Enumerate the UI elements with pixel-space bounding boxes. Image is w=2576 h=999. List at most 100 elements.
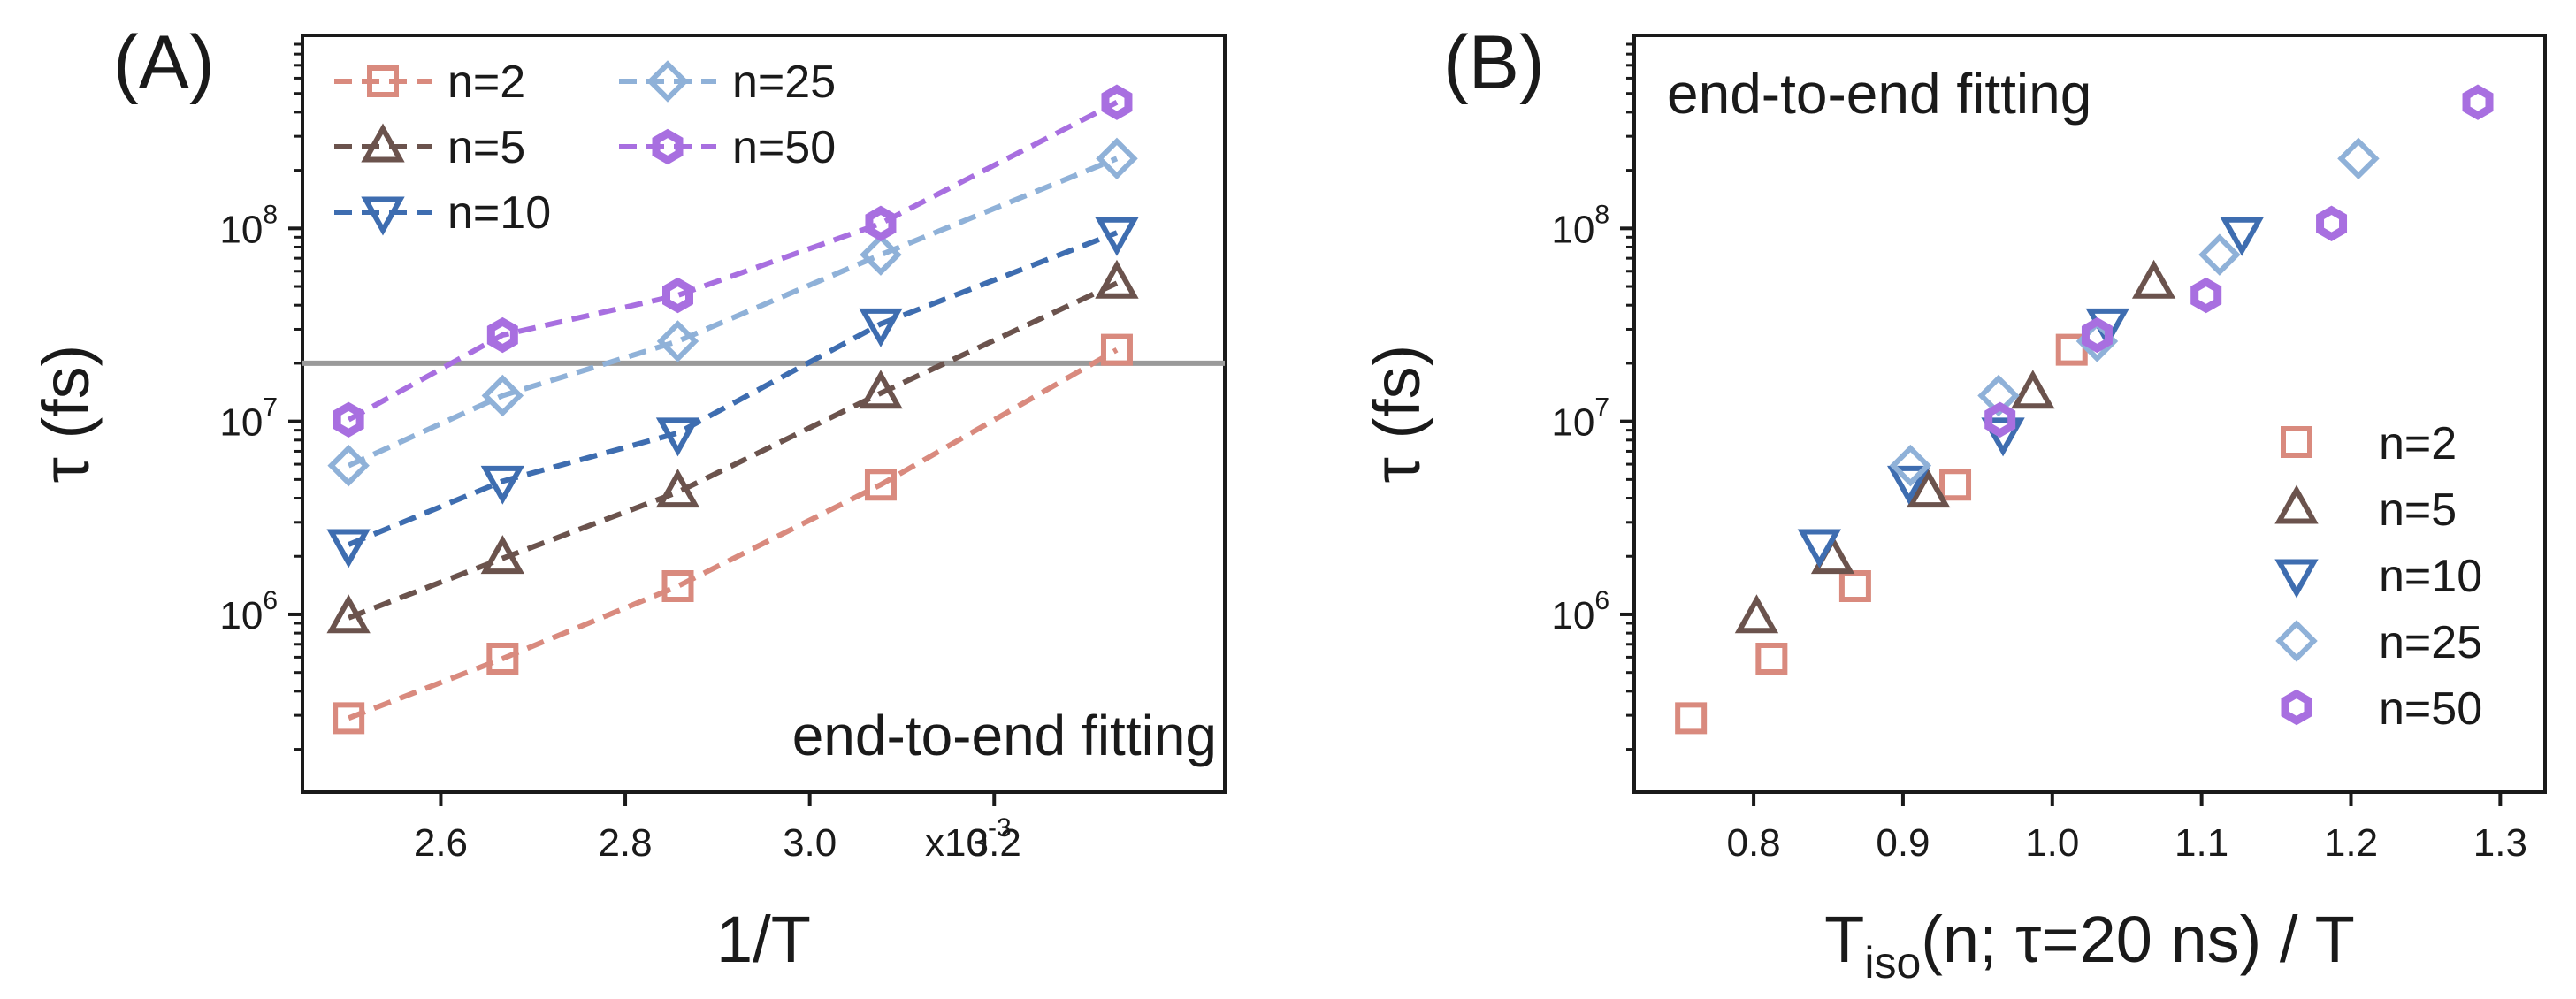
data-point (1675, 702, 1708, 735)
data-point (1984, 401, 2016, 438)
legend-marker (646, 60, 689, 103)
legend-label: n=25 (2379, 617, 2482, 668)
legend-item: n=2 (2281, 418, 2457, 469)
data-point (656, 320, 699, 362)
panel-label: (A) (113, 20, 215, 105)
data-point (2055, 333, 2088, 366)
x-tick-label: 1.2 (2324, 821, 2378, 865)
data-point (2011, 370, 2055, 409)
data-point (1095, 217, 1139, 256)
legend-label: n=2 (447, 57, 525, 108)
legend-label: n=2 (2379, 418, 2457, 469)
legend-label: n=5 (2379, 484, 2457, 536)
legend-item: n=2 (334, 57, 525, 108)
data-point (486, 316, 518, 354)
legend: n=2 n=5 n=10 n=25 n=50 (2274, 418, 2482, 735)
legend-marker (2274, 484, 2319, 524)
y-tick-label: 107 (1551, 393, 1609, 445)
data-point (1095, 259, 1139, 299)
x-tick-label: 1.3 (2473, 821, 2527, 865)
data-point (2081, 316, 2113, 354)
y-axis-label: τ (fs) (1360, 345, 1433, 484)
x-axis-label: 1/T (716, 903, 811, 976)
legend-item: n=50 (2281, 683, 2482, 735)
data-point (486, 642, 519, 675)
annotation-text: end-to-end fitting (1667, 62, 2091, 126)
annotation-text: end-to-end fitting (792, 704, 1217, 767)
legend-item: n=5 (2274, 484, 2457, 536)
x-tick-label: 0.8 (1726, 821, 1780, 865)
data-point (865, 205, 897, 241)
data-point (1977, 374, 2020, 417)
y-tick-exponent: 7 (1594, 393, 1609, 423)
data-point (2131, 259, 2176, 299)
data-point (655, 417, 700, 457)
data-point (1755, 642, 1788, 675)
legend-marker (2274, 559, 2319, 599)
y-axis-label: τ (fs) (29, 345, 103, 484)
x-tick-label: 1.0 (2025, 821, 2079, 865)
x-tick-label: 3.2 (967, 821, 1021, 865)
data-point (2316, 205, 2348, 241)
data-point (655, 469, 700, 508)
data-point (2462, 84, 2494, 120)
legend-item: n=10 (2274, 551, 2482, 602)
x-tick-label: 2.6 (414, 821, 468, 865)
legend-item: n=25 (619, 57, 836, 108)
y-tick-base: 10 (219, 208, 263, 251)
legend: n=2 n=5 n=10 n=25 n=50 (334, 57, 836, 239)
legend-marker (361, 123, 405, 163)
data-point (1101, 84, 1133, 120)
data-point (661, 570, 694, 603)
data-point (1096, 137, 1138, 180)
x-tick-label: 0.9 (1876, 821, 1930, 865)
data-point (327, 444, 370, 487)
legend-item: n=5 (334, 122, 525, 173)
data-point (2190, 277, 2222, 314)
series-line (348, 280, 1119, 621)
legend-label: n=10 (447, 187, 551, 239)
data-point (326, 529, 371, 568)
data-point (1939, 469, 1972, 501)
y-tick-base: 10 (1551, 208, 1594, 251)
data-point (481, 374, 524, 417)
y-tick-base: 10 (1551, 401, 1594, 445)
data-point (1734, 594, 1779, 634)
data-point (1797, 529, 1842, 568)
legend-label: n=5 (447, 122, 525, 173)
y-tick-exponent: 7 (263, 393, 278, 423)
data-point (662, 277, 693, 314)
y-tick-label: 107 (219, 393, 278, 445)
x-multiplier-exponent: -3 (988, 813, 1012, 843)
x-tick-label: 3.0 (783, 821, 837, 865)
legend-label: n=25 (732, 57, 836, 108)
data-point (480, 535, 525, 575)
data-point (2198, 233, 2241, 276)
legend-marker (2281, 689, 2312, 726)
legend-label: n=50 (732, 122, 836, 173)
plot-frame (301, 34, 1227, 794)
legend-marker (2281, 426, 2312, 458)
data-point (2337, 137, 2380, 180)
panel-label: (B) (1443, 20, 1545, 105)
data-point (1838, 570, 1871, 603)
y-tick-exponent: 6 (1594, 586, 1609, 615)
x-tick-label: 2.8 (598, 821, 652, 865)
data-point (860, 233, 902, 276)
data-point (333, 702, 365, 735)
legend-marker (2275, 620, 2318, 662)
series-line (347, 100, 1119, 423)
legend-marker (367, 65, 399, 97)
data-point (1906, 469, 1951, 508)
y-tick-label: 108 (219, 200, 278, 251)
series-line (348, 230, 1119, 547)
legend-marker (652, 128, 684, 165)
legend-marker (361, 196, 405, 236)
y-tick-exponent: 8 (263, 200, 278, 229)
x-axis-label-subscript: iso (1864, 938, 1921, 988)
x-axis-label-rest: (n; τ=20 ns) / T (1921, 903, 2355, 976)
plot-frame (1632, 34, 2547, 794)
data-point (480, 465, 525, 505)
data-point (326, 594, 371, 634)
